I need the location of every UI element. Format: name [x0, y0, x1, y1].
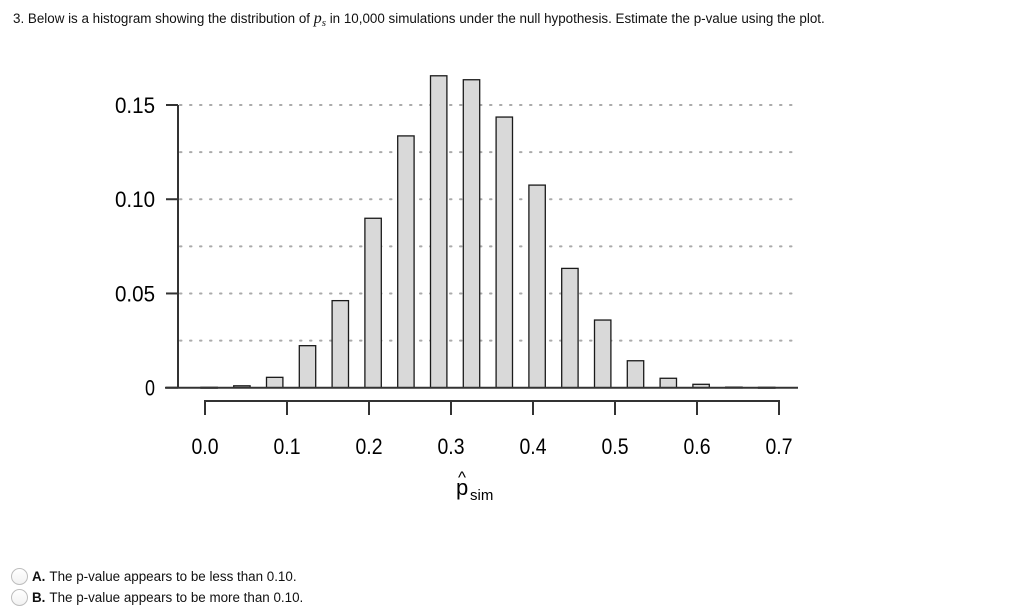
x-axis-label: ^ p sim — [456, 468, 493, 504]
histogram-bar — [364, 217, 382, 389]
question-suffix: in 10,000 simulations under the null hyp… — [325, 11, 825, 26]
option-b-text: The p-value appears to be more than 0.10… — [49, 590, 304, 605]
option-a-letter: A. — [32, 569, 46, 584]
y-axis: 0 0.05 0.10 0.15 — [115, 93, 798, 401]
radio-a[interactable] — [11, 568, 28, 585]
histogram-bar — [298, 345, 317, 389]
x-tick-label: 0.1 — [274, 434, 301, 459]
histogram-bar — [265, 376, 284, 389]
option-b-letter: B. — [32, 590, 46, 605]
symbol-p: p — [313, 10, 322, 27]
y-tick-label: 0 — [145, 376, 155, 401]
y-tick-label: 0.10 — [115, 187, 155, 212]
x-tick-label: 0.5 — [602, 434, 629, 459]
option-b[interactable]: B. The p-value appears to be more than 0… — [11, 587, 303, 608]
histogram-bar — [561, 267, 579, 389]
x-tick-label: 0.0 — [192, 434, 219, 459]
histogram-bar — [528, 184, 546, 389]
x-tick-label: 0.6 — [684, 434, 711, 459]
option-a[interactable]: A. The p-value appears to be less than 0… — [11, 566, 303, 587]
histogram-bar — [429, 75, 448, 389]
histogram-bar — [397, 135, 415, 389]
histogram-bars — [200, 75, 776, 389]
answer-options: A. The p-value appears to be less than 0… — [11, 566, 303, 608]
x-tick-label: 0.7 — [766, 434, 793, 459]
xlabel-hat: ^ — [458, 468, 466, 487]
question-text: 3. Below is a histogram showing the dist… — [13, 8, 893, 34]
option-a-text: The p-value appears to be less than 0.10… — [49, 569, 297, 584]
question-prefix: 3. Below is a histogram showing the dist… — [13, 11, 314, 26]
histogram-bar — [593, 319, 612, 389]
histogram-bar — [659, 377, 678, 389]
y-tick-label: 0.15 — [115, 93, 155, 118]
symbol-sub: s — [321, 17, 326, 29]
histogram-bar — [626, 360, 645, 389]
x-tick-label: 0.3 — [438, 434, 465, 459]
histogram-bar — [331, 299, 350, 389]
x-axis: 0.0 0.1 0.2 0.3 0.4 0.5 0.6 0.7 — [192, 400, 793, 459]
histogram-chart: 0 0.05 0.10 0.15 0.0 0.1 0.2 0.3 0.4 0.5 0.6 0.7 ^… — [115, 75, 798, 504]
histogram-bar — [495, 116, 514, 389]
xlabel-main: p — [456, 475, 468, 500]
xlabel-sub: sim — [470, 487, 493, 504]
y-tick-label: 0.05 — [115, 281, 155, 306]
gridlines — [179, 103, 797, 342]
x-tick-label: 0.2 — [356, 434, 383, 459]
statistic-symbol: ps — [313, 10, 326, 29]
histogram-bar — [462, 79, 481, 389]
x-tick-label: 0.4 — [520, 434, 547, 459]
radio-b[interactable] — [11, 589, 28, 606]
